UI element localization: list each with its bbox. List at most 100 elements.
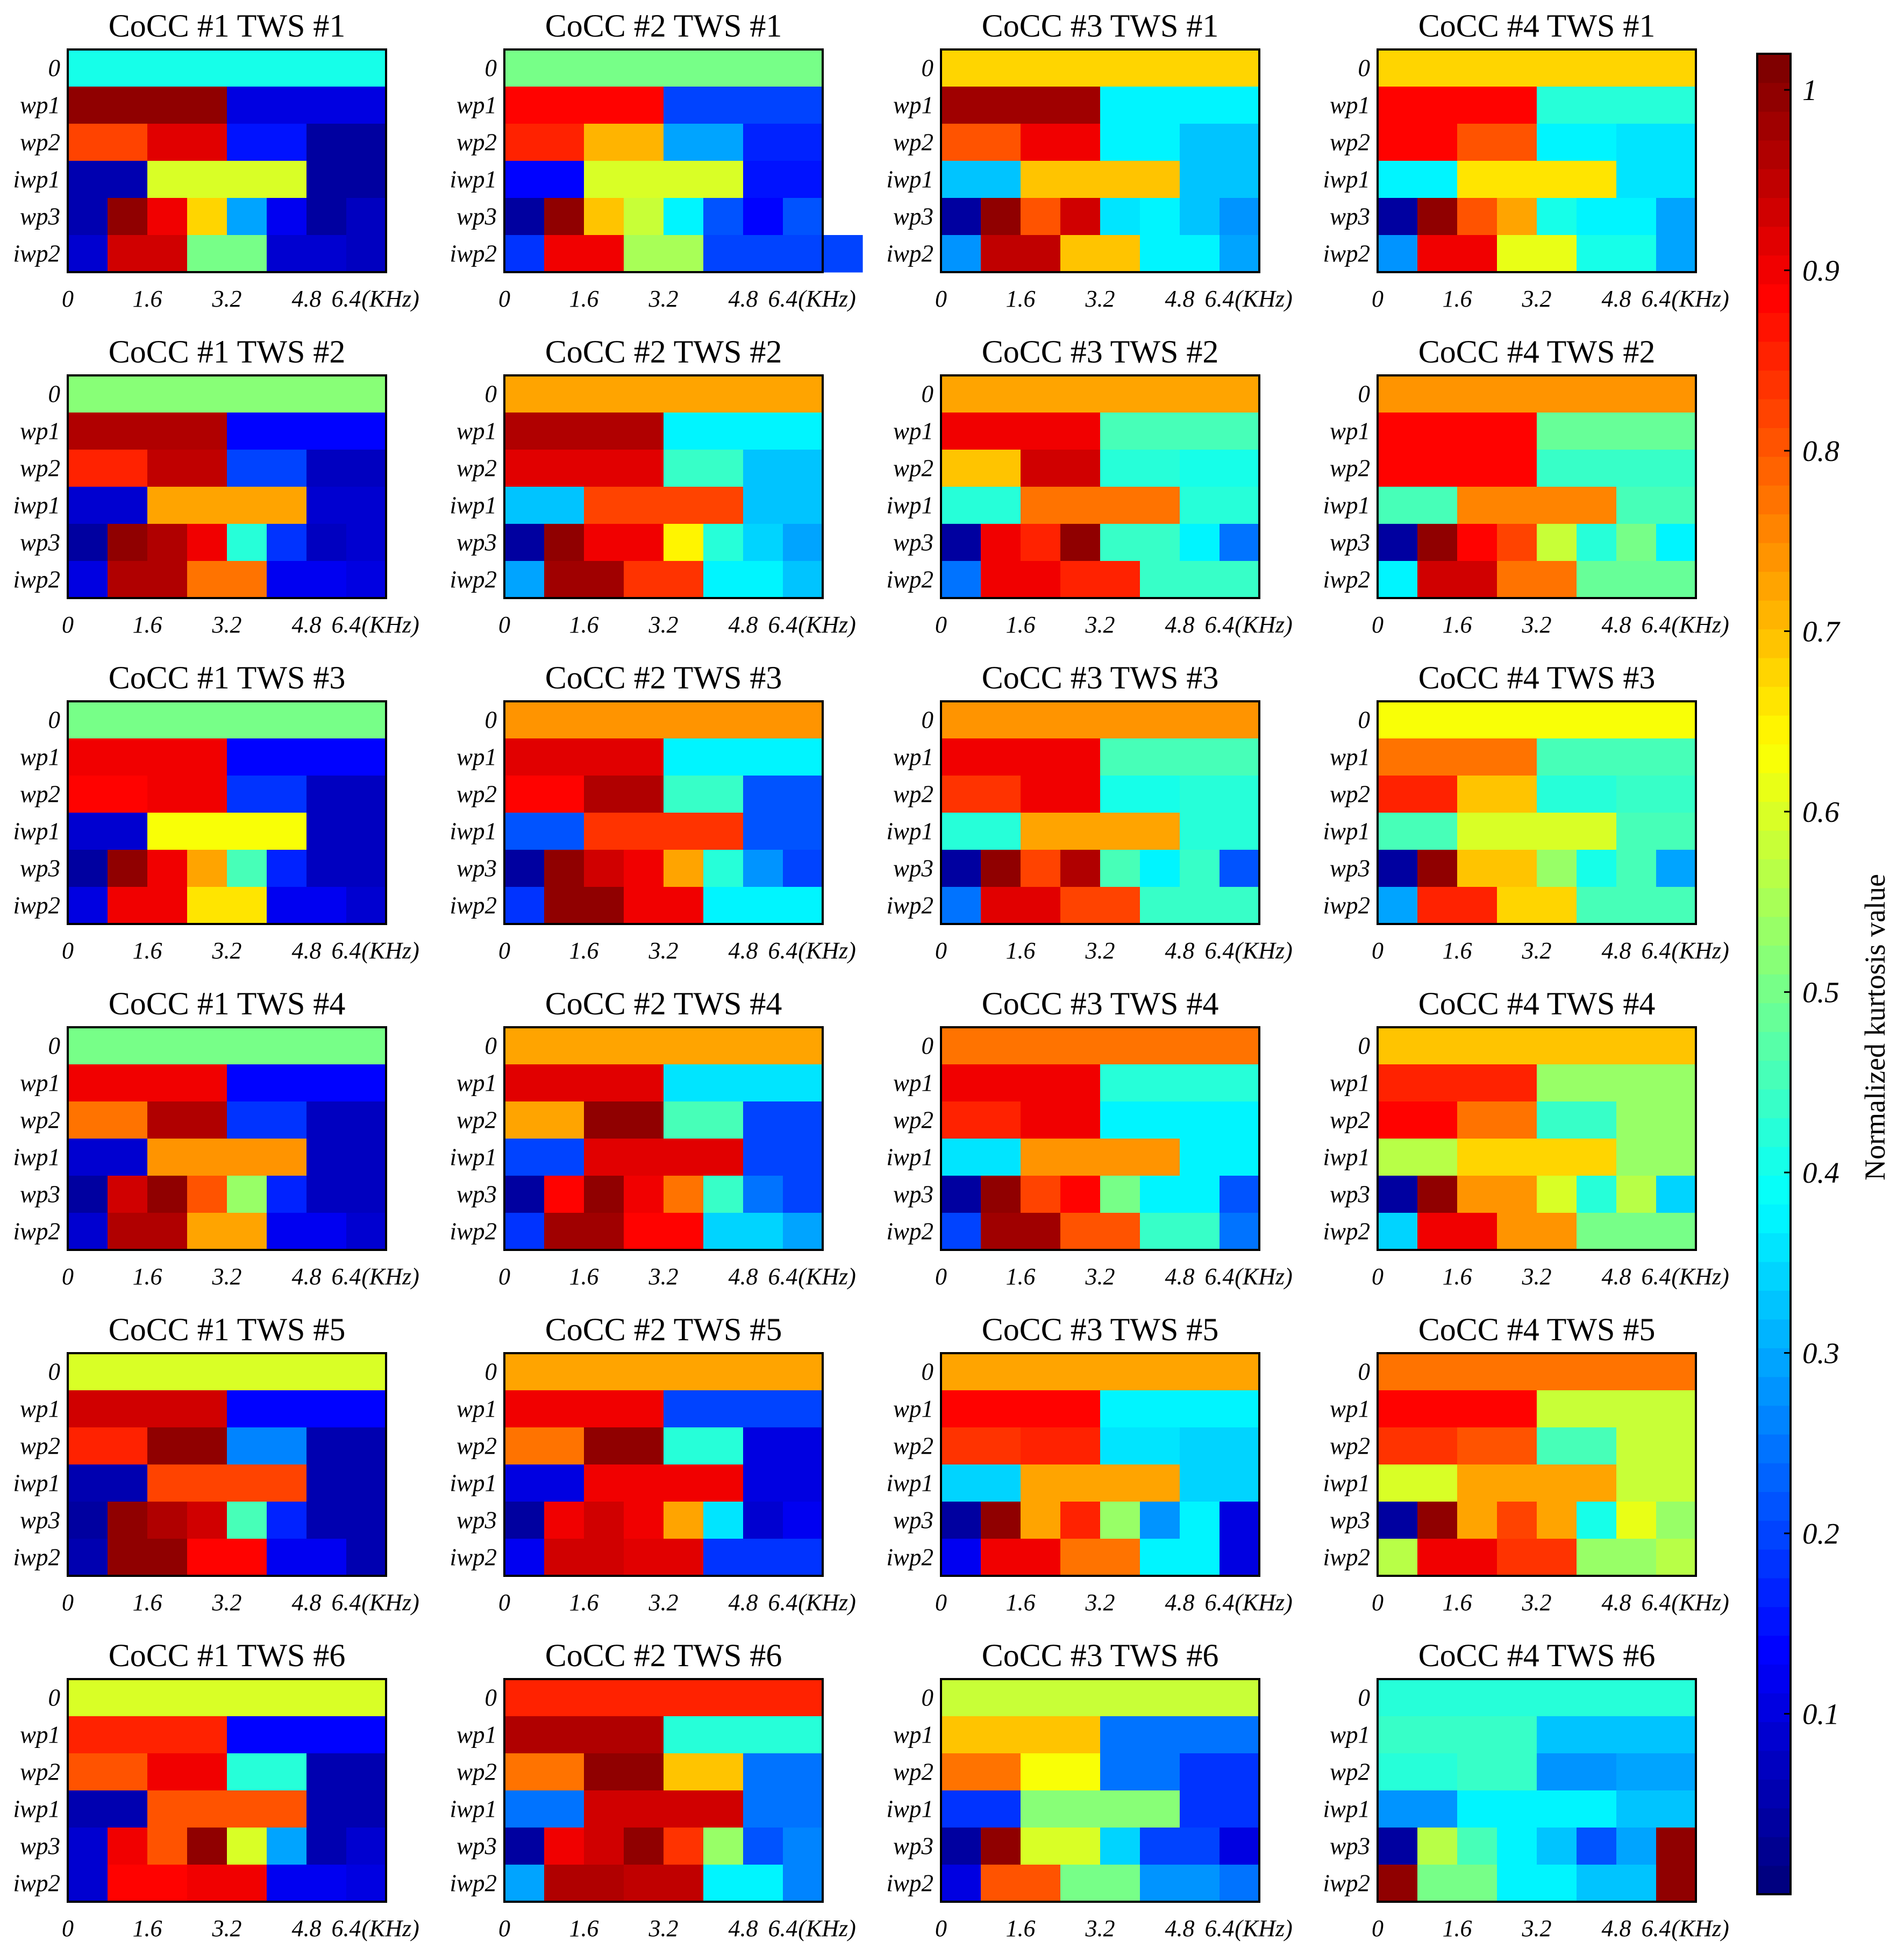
row-label: iwp2 (886, 566, 933, 593)
heatmap-cell (1577, 198, 1617, 236)
x-tick-label: 4.8 (1165, 937, 1195, 964)
heatmap-cell (743, 124, 823, 161)
heatmap-cell (1378, 1027, 1696, 1065)
heatmap-cell (1140, 1502, 1180, 1539)
heatmap-cell (1378, 1139, 1458, 1176)
colorbar-swatch (1757, 629, 1791, 658)
heatmap-cell (147, 524, 188, 561)
heatmap-cell (1100, 524, 1140, 561)
heatmap-cell (1656, 198, 1696, 236)
colorbar-swatch (1757, 657, 1791, 687)
heatmap-cell (227, 1716, 387, 1754)
heatmap-cell (147, 850, 188, 887)
heatmap-cell (584, 1176, 624, 1213)
colorbar-swatch (1757, 686, 1791, 716)
x-tick-label: 6.4 (1205, 612, 1235, 638)
heatmap-cell (1497, 198, 1537, 236)
x-tick-label: 6.4 (768, 612, 798, 638)
colorbar-swatch (1757, 1290, 1791, 1320)
x-unit-label: (KHz) (1671, 937, 1729, 964)
heatmap-cell (1140, 561, 1220, 599)
row-label: wp1 (1330, 744, 1370, 771)
x-unit-label: (KHz) (798, 612, 856, 638)
heatmap-cell (1656, 235, 1696, 273)
heatmap-cell (147, 161, 307, 198)
heatmap-cell (941, 1679, 1260, 1717)
x-tick-label: 3.2 (1085, 1263, 1115, 1290)
x-tick-label: 0 (498, 937, 510, 964)
row-label: iwp2 (1323, 1870, 1370, 1897)
heatmap-cell (544, 887, 624, 925)
axes-frame (67, 1026, 387, 1251)
row-label: wp1 (1330, 92, 1370, 119)
heatmap-cell (1378, 1502, 1418, 1539)
heatmap-cell (1100, 1064, 1260, 1102)
heatmap-cell (1537, 524, 1577, 561)
x-tick-label: 4.8 (729, 1915, 758, 1942)
heatmap-cell (1616, 1502, 1657, 1539)
row-label: 0 (48, 707, 61, 734)
x-tick-label: 1.6 (1006, 286, 1036, 312)
heatmap-cell (981, 1176, 1021, 1213)
colorbar-tick-label: 0.4 (1802, 1156, 1839, 1189)
heatmap-cell (981, 235, 1061, 273)
heatmap-cell (1140, 1213, 1220, 1250)
heatmap-cell (1537, 1427, 1617, 1465)
colorbar-swatch (1757, 226, 1791, 256)
x-tick-label: 4.8 (1165, 1589, 1195, 1616)
colorbar-swatch (1757, 312, 1791, 342)
row-label: iwp2 (13, 1544, 60, 1571)
heatmap-cell (68, 49, 387, 87)
colorbar-swatch (1757, 772, 1791, 802)
x-tick-label: 4.8 (729, 937, 758, 964)
row-label: wp3 (893, 1507, 933, 1534)
colorbar-swatch (1757, 916, 1791, 946)
row-label: iwp2 (1323, 566, 1370, 593)
row-label: wp3 (20, 1833, 60, 1860)
heatmap-cell (941, 561, 981, 599)
axes-frame (1377, 1026, 1697, 1251)
heatmap-cell (743, 1828, 783, 1865)
heatmap-cell (1577, 1865, 1657, 1902)
x-unit-label: (KHz) (361, 1915, 419, 1942)
axes-frame (67, 48, 387, 273)
heatmap-cell (147, 1753, 227, 1791)
heatmap-cell (306, 161, 387, 198)
heatmap-cell (306, 524, 347, 561)
heatmap-cell (624, 198, 664, 236)
heatmap-cell (1060, 887, 1140, 925)
row-label: wp3 (457, 529, 497, 556)
heatmap-cell (504, 413, 664, 450)
x-tick-label: 3.2 (1085, 1589, 1115, 1616)
heatmap-cell (1220, 887, 1260, 925)
colorbar-swatch (1757, 140, 1791, 169)
colorbar-swatch (1757, 1233, 1791, 1262)
row-label: iwp2 (13, 1870, 60, 1897)
heatmap-cell (1656, 1828, 1696, 1865)
row-label: wp2 (457, 1433, 497, 1460)
heatmap-cell (941, 1865, 981, 1902)
heatmap-cell (1180, 813, 1260, 850)
row-label: wp2 (893, 1433, 933, 1460)
panel-title: CoCC #4 TWS #4 (1418, 986, 1656, 1021)
heatmap-cell (1537, 1101, 1617, 1139)
heatmap-cell (504, 738, 664, 776)
heatmap-cell (68, 1390, 227, 1428)
heatmap-cell (1537, 1716, 1696, 1754)
heatmap-cell (267, 524, 307, 561)
heatmap-cell (306, 487, 387, 524)
colorbar-swatch (1757, 1520, 1791, 1550)
heatmap-cell (1180, 1427, 1260, 1465)
row-label: iwp2 (1323, 1544, 1370, 1571)
heatmap-cell (227, 87, 387, 124)
heatmap-cell (306, 198, 347, 236)
heatmap-cell (1497, 887, 1577, 925)
row-label: wp3 (1330, 1507, 1370, 1534)
heatmap-cell (68, 1679, 387, 1717)
axes-frame (503, 374, 824, 599)
